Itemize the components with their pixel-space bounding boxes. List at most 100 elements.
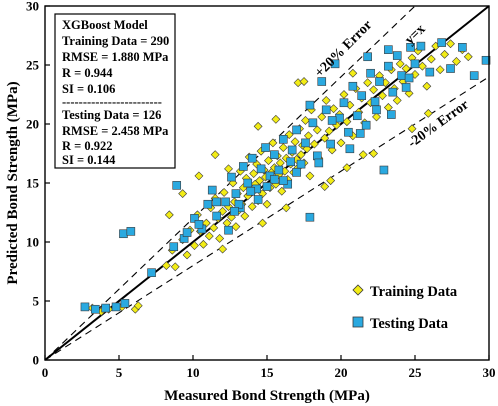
- testing-point: [384, 45, 393, 54]
- stats-train-line: R = 0.944: [62, 66, 113, 80]
- testing-point: [296, 159, 306, 169]
- training-point: [317, 112, 327, 122]
- training-point: [164, 210, 174, 220]
- training-point: [446, 39, 455, 49]
- legend-training-marker: [352, 284, 364, 296]
- testing-point: [194, 220, 204, 229]
- training-point: [224, 164, 233, 174]
- training-point: [363, 78, 373, 88]
- testing-point: [101, 303, 110, 313]
- testing-point: [169, 242, 179, 252]
- testing-point: [278, 135, 288, 144]
- training-point: [309, 139, 319, 149]
- stats-separator: ------------------------: [62, 95, 162, 109]
- stats-train-line: SI = 0.106: [62, 82, 115, 96]
- x-tick-label: 0: [42, 365, 49, 380]
- training-point: [249, 169, 259, 178]
- training-point: [190, 241, 199, 250]
- testing-point: [247, 153, 257, 163]
- testing-point: [348, 81, 358, 91]
- testing-point: [357, 91, 367, 100]
- testing-point: [339, 98, 349, 108]
- testing-point: [262, 182, 272, 191]
- legend-training-label: Training Data: [370, 284, 458, 300]
- training-point: [395, 59, 405, 69]
- testing-point: [379, 165, 389, 175]
- training-point: [268, 138, 278, 148]
- testing-point: [366, 68, 375, 78]
- testing-point: [410, 59, 420, 69]
- y-tick-label: 5: [33, 294, 40, 309]
- testing-point: [274, 165, 284, 175]
- testing-point: [301, 138, 310, 148]
- testing-point: [355, 129, 365, 138]
- testing-point: [253, 195, 263, 204]
- testing-point: [481, 55, 491, 65]
- training-point: [219, 188, 229, 197]
- y-tick-label: 25: [26, 58, 40, 73]
- training-point: [262, 199, 272, 209]
- legend-testing-label: Testing Data: [370, 316, 449, 332]
- training-point: [299, 77, 309, 86]
- x-tick-label: 30: [483, 365, 496, 380]
- testing-point: [344, 127, 353, 137]
- x-tick-label: 10: [187, 365, 200, 380]
- training-point: [369, 85, 378, 95]
- y-tick-label: 0: [33, 353, 40, 368]
- testing-point: [227, 172, 236, 182]
- testing-point: [126, 227, 136, 236]
- testing-point: [190, 214, 199, 223]
- testing-point: [292, 168, 301, 177]
- testing-point: [397, 71, 406, 80]
- training-point: [247, 202, 257, 212]
- stats-test-line: Testing Data = 126: [62, 108, 161, 122]
- testing-point: [224, 225, 233, 235]
- testing-point: [446, 64, 455, 73]
- testing-point: [207, 185, 217, 195]
- testing-point: [270, 150, 279, 159]
- x-tick-label: 15: [261, 365, 275, 380]
- training-point: [435, 65, 445, 75]
- testing-point: [292, 125, 301, 135]
- legend-testing-marker: [352, 316, 364, 328]
- testing-point: [286, 157, 295, 167]
- x-tick-label: 5: [116, 365, 123, 380]
- testing-point: [80, 302, 90, 312]
- testing-point: [437, 38, 446, 47]
- testing-point: [234, 199, 244, 209]
- stats-box-frame: [54, 13, 176, 169]
- testing-point: [203, 199, 213, 209]
- testing-point: [330, 59, 340, 69]
- testing-point: [278, 176, 288, 185]
- testing-point: [314, 158, 324, 168]
- y-tick-label: 10: [26, 235, 39, 250]
- training-point: [210, 150, 220, 160]
- training-point: [463, 52, 473, 62]
- testing-point: [363, 52, 372, 62]
- training-point: [278, 143, 288, 153]
- training-point: [339, 90, 349, 99]
- testing-point: [416, 41, 426, 51]
- training-point: [342, 117, 352, 127]
- training-point: [440, 49, 450, 59]
- axes: 0 5 10 15 20 25 30 0 5 10 15 20 25 30: [26, 0, 496, 380]
- training-point: [369, 149, 378, 158]
- testing-point: [230, 207, 239, 216]
- training-point: [258, 218, 267, 228]
- training-point: [182, 250, 192, 260]
- training-point: [342, 163, 352, 173]
- testing-point: [372, 105, 381, 115]
- testing-point: [91, 304, 100, 314]
- testing-point: [388, 87, 398, 97]
- testing-point: [321, 105, 331, 115]
- training-point: [378, 91, 387, 101]
- training-point: [326, 176, 336, 186]
- training-point: [426, 54, 436, 64]
- training-point: [312, 125, 322, 135]
- training-point: [178, 189, 188, 199]
- stats-test-line: SI = 0.144: [62, 153, 116, 167]
- testing-point: [246, 186, 256, 196]
- testing-point: [221, 197, 230, 207]
- testing-point: [406, 42, 415, 52]
